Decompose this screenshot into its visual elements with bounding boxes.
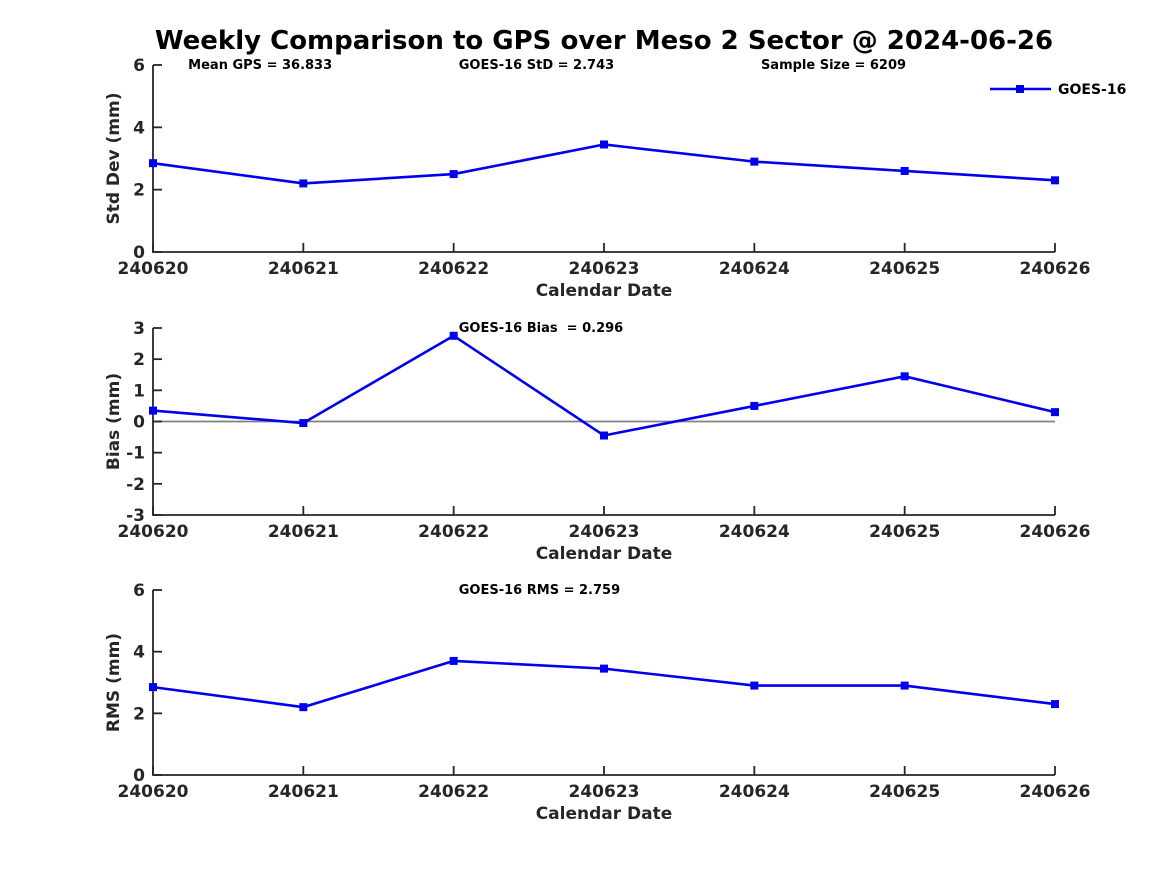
y-tick-label: 2 [133, 350, 145, 370]
y-tick-label: 4 [133, 643, 145, 663]
x-tick-label: 240620 [118, 259, 189, 279]
y-tick-label: -1 [126, 444, 145, 464]
y-axis-label: RMS (mm) [104, 633, 124, 732]
x-tick-label: 240626 [1020, 522, 1091, 542]
chart-stddev: 0 2 4 6 240620 240621 240622 240623 240624 240625… [104, 56, 1126, 301]
data-point-marker [900, 166, 909, 175]
x-tick-label: 240622 [418, 782, 489, 802]
y-tick-label: 6 [133, 56, 145, 76]
y-tick-label: 0 [133, 243, 145, 263]
data-point-marker [1051, 408, 1059, 417]
series-line [152, 143, 1056, 185]
y-tick-label: 2 [133, 181, 145, 201]
y-tick-label: 6 [133, 581, 145, 601]
axis-spines [152, 590, 1055, 776]
y-tick-label: 0 [133, 413, 145, 433]
data-point-marker [299, 419, 308, 428]
annotation-text: Mean GPS = 36.833 [188, 58, 332, 73]
series-line [152, 334, 1056, 437]
x-tick-label: 240621 [268, 522, 339, 542]
legend: GOES-16 [990, 82, 1126, 98]
axis-spines [152, 65, 1055, 253]
x-axis-label: Calendar Date [536, 804, 673, 824]
data-point-marker [1051, 176, 1059, 185]
x-tick-label: 240626 [1020, 782, 1091, 802]
x-tick-label: 240623 [569, 259, 640, 279]
data-point-marker [1051, 700, 1059, 709]
y-tick-label: 2 [133, 704, 145, 724]
y-tick-label: 1 [133, 381, 145, 401]
x-tick-label: 240622 [418, 522, 489, 542]
data-point-marker [449, 656, 458, 665]
x-tick-label: 240625 [869, 259, 940, 279]
data-point-marker [449, 170, 458, 179]
data-point-marker [149, 159, 157, 168]
x-tick-label: 240625 [869, 782, 940, 802]
y-tick-label: 0 [133, 766, 145, 786]
data-point-marker [900, 681, 909, 690]
annotation-text: GOES-16 Bias = 0.296 [459, 321, 623, 336]
data-point-marker [750, 157, 759, 166]
annotation-text: Sample Size = 6209 [761, 58, 906, 73]
chart-rms: 0 2 4 6 240620 240621 240622 240623 240624 240625… [104, 581, 1090, 824]
x-tick-label: 240624 [719, 522, 790, 542]
data-point-marker [149, 683, 157, 692]
x-axis-label: Calendar Date [536, 281, 673, 301]
data-point-marker [449, 331, 458, 340]
y-tick-label: -3 [126, 506, 145, 526]
legend-marker [1016, 85, 1024, 93]
y-tick-label: 4 [133, 118, 145, 138]
annotation-text: GOES-16 RMS = 2.759 [459, 583, 620, 598]
y-tick-label: 3 [133, 319, 145, 339]
x-tick-label: 240621 [268, 259, 339, 279]
data-point-marker [299, 703, 308, 712]
data-point-marker [299, 179, 308, 188]
x-axis-label: Calendar Date [536, 544, 673, 564]
data-point-marker [750, 401, 759, 410]
data-point-marker [600, 431, 608, 440]
legend-label: GOES-16 [1058, 82, 1126, 98]
data-point-marker [750, 681, 759, 690]
y-axis-label: Bias (mm) [104, 373, 124, 470]
x-tick-label: 240624 [719, 259, 790, 279]
x-tick-label: 240626 [1020, 259, 1091, 279]
data-point-marker [900, 372, 909, 381]
x-tick-label: 240620 [118, 522, 189, 542]
x-tick-label: 240620 [118, 782, 189, 802]
x-tick-label: 240623 [569, 782, 640, 802]
annotation-text: GOES-16 StD = 2.743 [459, 58, 614, 73]
chart-bias: -3 -2 -1 0 1 2 3 240620 240621 240622 240623 240624… [104, 319, 1090, 564]
x-tick-label: 240625 [869, 522, 940, 542]
y-tick-label: -2 [126, 475, 145, 495]
x-tick-label: 240622 [418, 259, 489, 279]
data-point-marker [600, 664, 608, 673]
y-axis-label: Std Dev (mm) [104, 92, 124, 224]
data-point-marker [149, 406, 157, 415]
x-tick-label: 240624 [719, 782, 790, 802]
x-tick-label: 240621 [268, 782, 339, 802]
x-tick-label: 240623 [569, 522, 640, 542]
figure-title: Weekly Comparison to GPS over Meso 2 Sec… [154, 26, 1054, 56]
data-point-marker [600, 140, 608, 149]
